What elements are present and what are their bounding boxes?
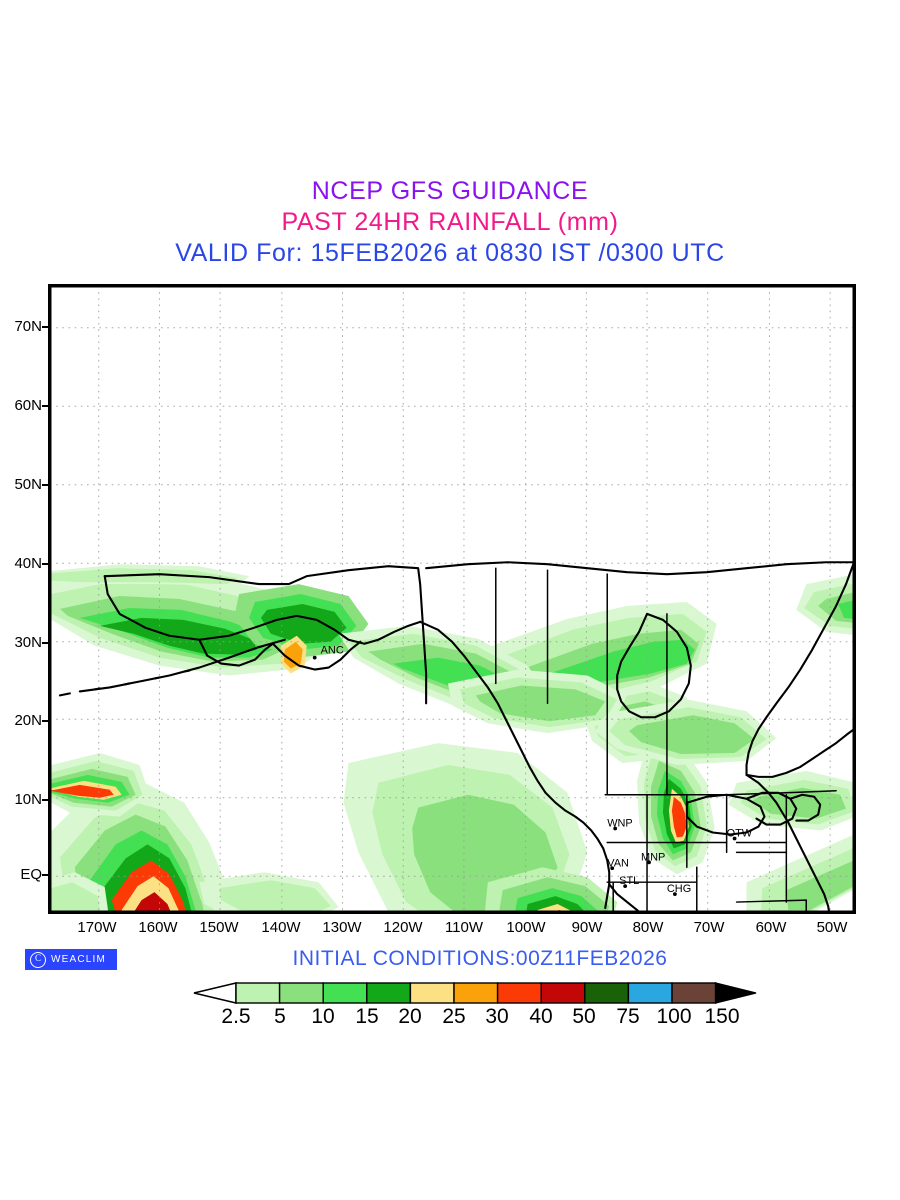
- lat-tick: [42, 326, 50, 328]
- initial-conditions-label: INITIAL CONDITIONS:00Z11FEB2026: [292, 947, 668, 970]
- coastlines-layer: [58, 561, 854, 912]
- logo-text: WEACLIM: [51, 954, 107, 965]
- cb-tick-30: 30: [485, 1005, 509, 1028]
- lon-label-110w: 110W: [444, 919, 484, 936]
- lat-tick: [42, 642, 50, 644]
- title-line-model: NCEP GFS GUIDANCE: [311, 177, 589, 205]
- lat-label-20n: 20N: [14, 712, 42, 729]
- lon-label-170w: 170W: [77, 919, 117, 936]
- colorbar-cell: [366, 982, 412, 1004]
- lon-label-90w: 90W: [571, 919, 603, 936]
- lat-label-40n: 40N: [14, 555, 42, 572]
- cb-tick-15: 15: [355, 1005, 379, 1028]
- rain-canada-arctic: [448, 574, 854, 831]
- cb-tick-150: 150: [704, 1005, 740, 1028]
- lat-label-10n: 10N: [14, 791, 42, 808]
- colorbar-cell: [584, 982, 630, 1004]
- title-line-field: PAST 24HR RAINFALL (mm): [281, 208, 619, 236]
- rain-atlantic-band: [746, 834, 854, 912]
- colorbar-cell: [235, 982, 281, 1004]
- chart-title-block: NCEP GFS GUIDANCE PAST 24HR RAINFALL (mm…: [0, 176, 900, 269]
- title-line-valid: VALID For: 15FEB2026 at 0830 IST /0300 U…: [175, 239, 725, 267]
- copyright-icon: C: [30, 951, 46, 968]
- colorbar-over-arrow: [714, 982, 757, 1004]
- lat-label-eq: EQ: [20, 866, 42, 883]
- colorbar-cell: [671, 982, 717, 1004]
- colorbar-cell: [409, 982, 455, 1004]
- svg-text:STL: STL: [619, 875, 639, 887]
- rainfall-shading-layer: [50, 564, 854, 912]
- lat-tick: [42, 799, 50, 801]
- lat-tick: [42, 874, 50, 876]
- svg-text:CHG: CHG: [667, 883, 691, 895]
- cb-tick-75: 75: [616, 1005, 640, 1028]
- colorbar-cell: [627, 982, 673, 1004]
- lat-label-70n: 70N: [14, 318, 42, 335]
- cb-tick-40: 40: [529, 1005, 553, 1028]
- city-labels-layer: ANC VAN STL WNP MNP CHG OTW SFC LAG LA D…: [312, 645, 753, 912]
- lat-label-60n: 60N: [14, 397, 42, 414]
- colorbar-cell: [453, 982, 499, 1004]
- svg-text:MNP: MNP: [641, 851, 665, 863]
- svg-text:OTW: OTW: [727, 827, 753, 839]
- svg-text:VAN: VAN: [607, 857, 629, 869]
- colorbar-under-arrow: [193, 981, 237, 1005]
- lon-label-130w: 130W: [322, 919, 362, 936]
- cb-tick-2.5: 2.5: [221, 1005, 251, 1028]
- map-panel: ANC VAN STL WNP MNP CHG OTW SFC LAG LA D…: [48, 284, 856, 914]
- lat-tick: [42, 405, 50, 407]
- cb-tick-10: 10: [311, 1005, 335, 1028]
- colorbar-tick-labels: 2.5 5 10 15 20 25 30 40 50 75 100 150: [0, 1005, 900, 1031]
- svg-text:WNP: WNP: [607, 818, 633, 830]
- lon-label-120w: 120W: [383, 919, 423, 936]
- colorbar-svg: [193, 981, 757, 1005]
- lon-label-100w: 100W: [506, 919, 546, 936]
- lat-tick: [42, 484, 50, 486]
- lon-label-80w: 80W: [632, 919, 664, 936]
- lon-label-60w: 60W: [755, 919, 787, 936]
- colorbar: [192, 981, 758, 1005]
- lat-label-50n: 50N: [14, 476, 42, 493]
- lon-label-50w: 50W: [816, 919, 848, 936]
- cb-tick-50: 50: [572, 1005, 596, 1028]
- lat-label-30n: 30N: [14, 634, 42, 651]
- rainfall-map-svg: ANC VAN STL WNP MNP CHG OTW SFC LAG LA D…: [50, 286, 854, 912]
- svg-text:ANC: ANC: [321, 645, 344, 657]
- lon-label-150w: 150W: [199, 919, 239, 936]
- lat-tick: [42, 720, 50, 722]
- cb-tick-100: 100: [656, 1005, 692, 1028]
- cb-tick-5: 5: [274, 1005, 286, 1028]
- colorbar-cell: [322, 982, 368, 1004]
- colorbar-cell: [278, 982, 324, 1004]
- cb-tick-20: 20: [398, 1005, 422, 1028]
- lon-label-70w: 70W: [693, 919, 725, 936]
- lon-label-140w: 140W: [261, 919, 301, 936]
- lat-tick: [42, 563, 50, 565]
- weaclim-logo: C WEACLIM: [25, 949, 117, 970]
- cb-tick-25: 25: [442, 1005, 466, 1028]
- lon-label-160w: 160W: [138, 919, 178, 936]
- colorbar-cell: [496, 982, 542, 1004]
- colorbar-cell: [540, 982, 586, 1004]
